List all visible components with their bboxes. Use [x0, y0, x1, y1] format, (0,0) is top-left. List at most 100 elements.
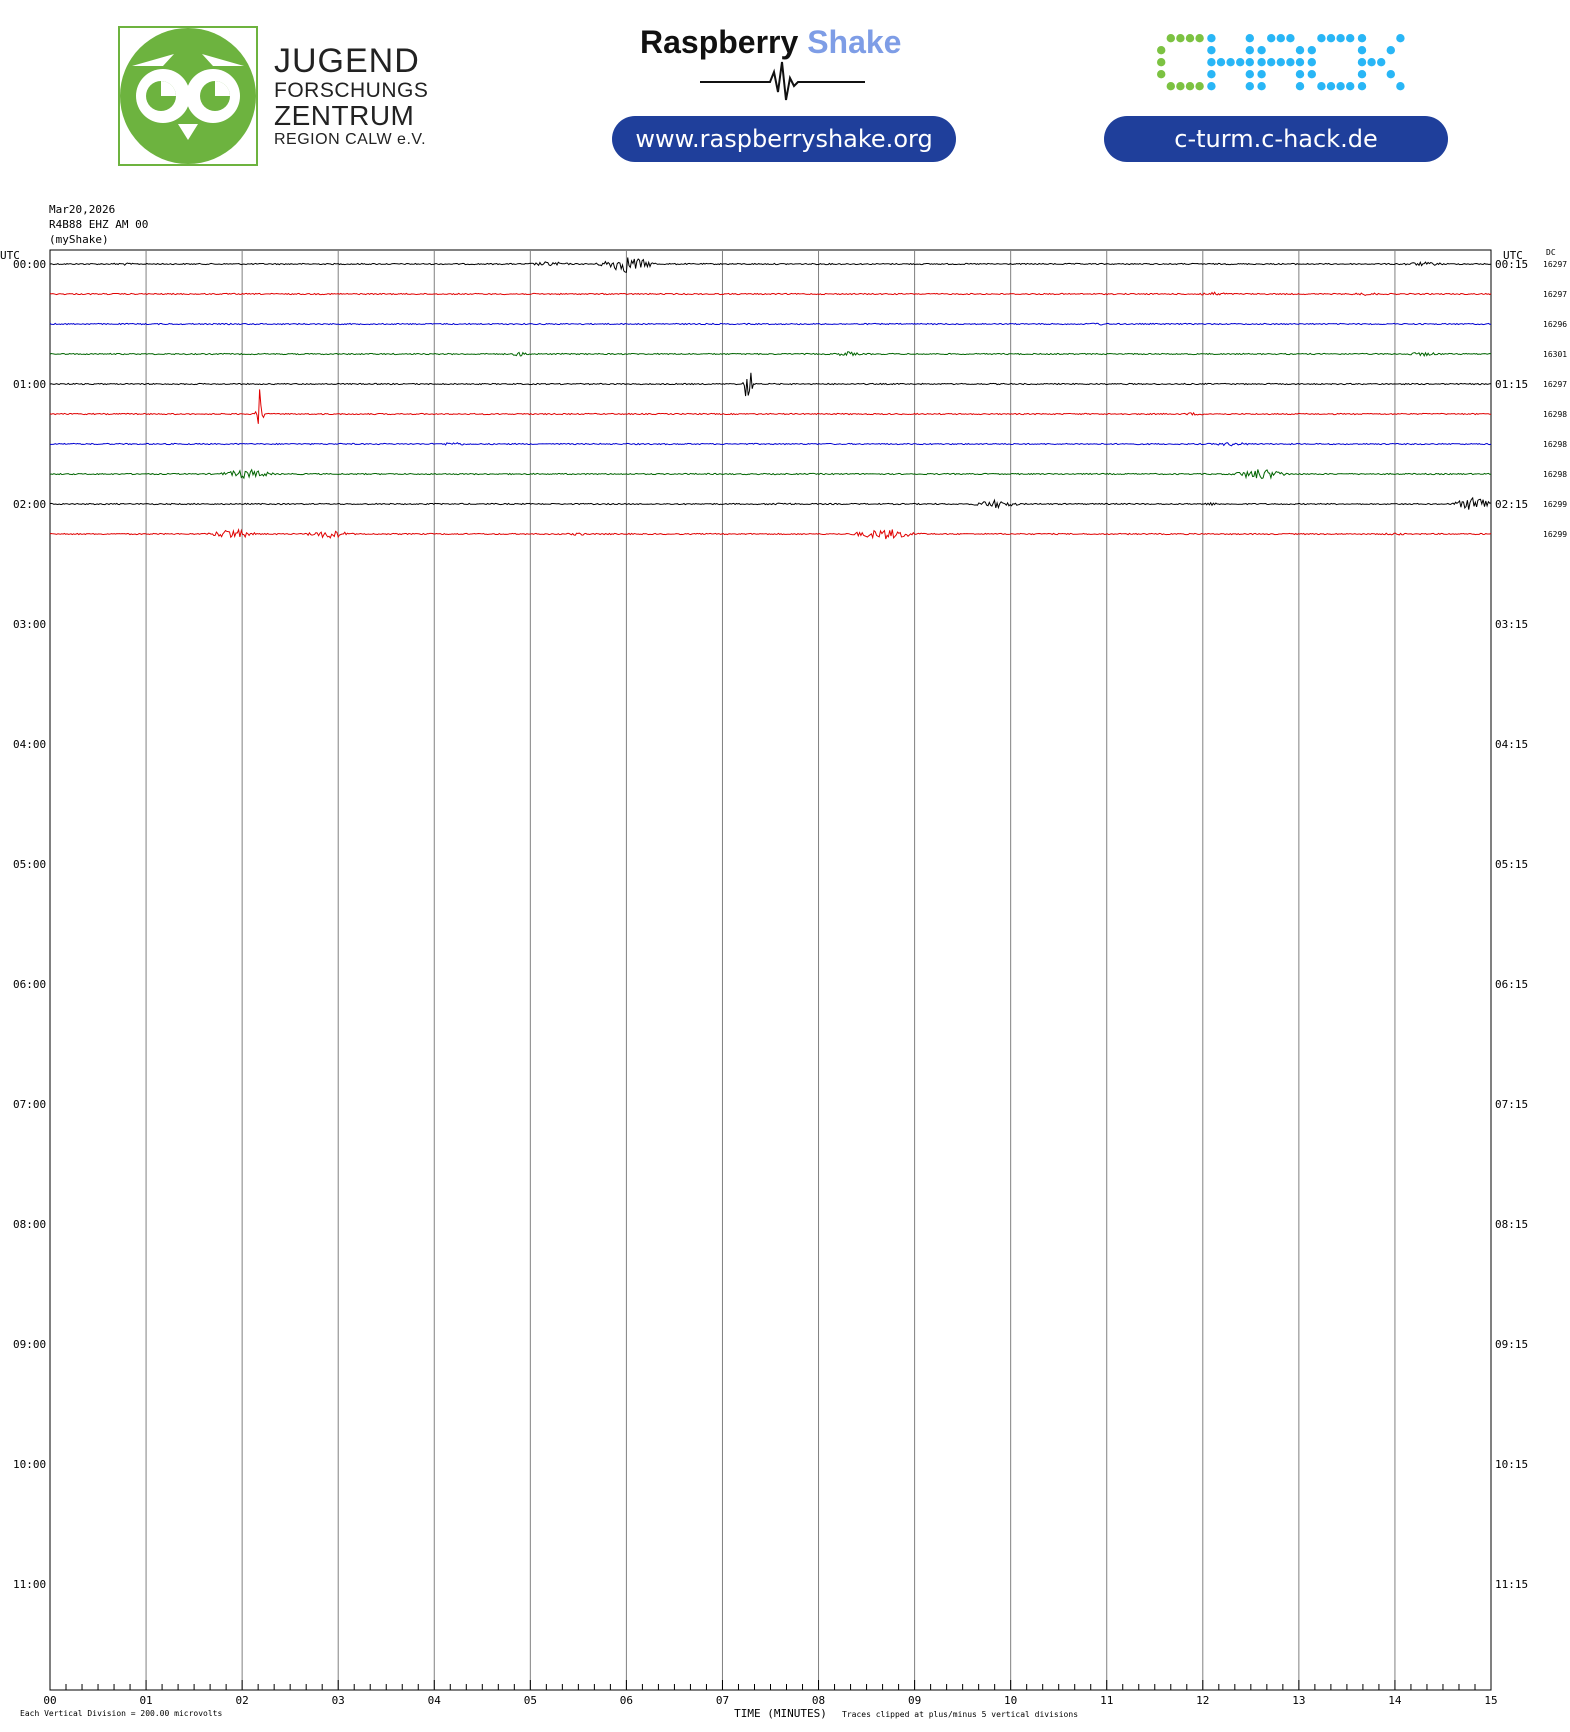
chack-logo-dot	[1307, 58, 1316, 67]
dc-label: DC	[1546, 248, 1556, 257]
chack-logo-dot	[1286, 34, 1295, 43]
dc-offset-label: 16298	[1543, 410, 1567, 419]
seismic-trace	[49, 389, 1492, 424]
vertical-division-note: Each Vertical Division = 200.00 microvol…	[20, 1709, 222, 1718]
chack-logo-dot	[1207, 46, 1216, 55]
chack-logo-dot	[1207, 82, 1216, 91]
x-tick-label: 03	[332, 1694, 345, 1707]
seismic-trace	[49, 468, 1491, 480]
left-hour-label: 02:00	[13, 498, 46, 511]
seismic-trace	[49, 372, 1491, 397]
left-hour-label: 05:00	[13, 858, 46, 871]
chack-logo-dot	[1295, 70, 1305, 79]
left-hour-label: 08:00	[13, 1218, 46, 1231]
chack-logo-dot	[1386, 46, 1395, 55]
left-hour-label: 00:00	[13, 258, 46, 271]
chack-logo-dot	[1396, 34, 1405, 43]
data-source: (myShake)	[49, 233, 109, 246]
chack-logo-dot	[1166, 82, 1175, 91]
chack-logo-dot	[1157, 70, 1166, 79]
chack-logo-dot	[1326, 34, 1336, 43]
chack-logo-dot	[1317, 34, 1326, 43]
x-tick-label: 11	[1100, 1694, 1113, 1707]
chack-logo-dot	[1245, 34, 1254, 43]
chack-logo-dot	[1157, 46, 1166, 55]
chack-logo-dot	[1377, 58, 1386, 67]
chack-logo-dot	[1176, 34, 1185, 43]
left-hour-label: 09:00	[13, 1338, 46, 1351]
station-info: Mar20,2026 R4B88 EHZ AM 00 (myShake)	[49, 202, 148, 247]
seismic-trace	[49, 496, 1492, 510]
seismic-trace	[49, 442, 1492, 447]
chack-logo-dot	[1367, 58, 1376, 67]
left-hour-label: 07:00	[13, 1098, 46, 1111]
left-hour-label: 06:00	[13, 978, 46, 991]
chack-logo-dot	[1336, 82, 1345, 91]
chack-logo-dot	[1245, 70, 1254, 79]
right-hour-label: 03:15	[1495, 618, 1528, 631]
jfz-line-1: JUGEND	[274, 42, 420, 80]
seismic-trace	[49, 351, 1492, 357]
right-hour-label: 11:15	[1495, 1578, 1528, 1591]
jfz-line-2: FORSCHUNGS	[274, 79, 429, 102]
chack-logo-dot	[1357, 82, 1367, 91]
right-hour-label: 04:15	[1495, 738, 1528, 751]
raspberryshake-url-link[interactable]: www.raspberryshake.org	[612, 116, 956, 162]
dc-offset-label: 16298	[1543, 470, 1567, 479]
chack-logo-dot	[1286, 58, 1295, 67]
right-hour-label: 02:15	[1495, 498, 1528, 511]
right-hour-label: 09:15	[1495, 1338, 1528, 1351]
chack-logo-dot	[1207, 70, 1216, 79]
right-hour-label: 01:15	[1495, 378, 1528, 391]
right-utc-label: UTC	[1503, 249, 1523, 262]
chack-logo-dot	[1195, 82, 1204, 91]
left-utc-label: UTC	[0, 249, 20, 262]
right-hour-label: 07:15	[1495, 1098, 1528, 1111]
dc-offset-label: 16297	[1543, 380, 1567, 389]
rs-word-1: Raspberry	[640, 24, 799, 60]
chack-logo-dot	[1386, 70, 1395, 79]
x-tick-label: 13	[1292, 1694, 1305, 1707]
x-tick-label: 10	[1004, 1694, 1017, 1707]
owl-icon	[118, 26, 258, 166]
chack-logo	[1157, 34, 1405, 91]
chack-logo-dot	[1245, 82, 1254, 91]
seismic-trace	[49, 528, 1492, 540]
chack-logo-dot	[1226, 58, 1235, 67]
x-tick-label: 15	[1484, 1694, 1497, 1707]
chack-logo-dot	[1257, 82, 1266, 91]
left-hour-label: 04:00	[13, 738, 46, 751]
chack-logo-dot	[1245, 46, 1254, 55]
left-hour-label: 03:00	[13, 618, 46, 631]
chack-logo-dot	[1357, 34, 1367, 43]
chack-url-link[interactable]: c-turm.c-hack.de	[1104, 116, 1448, 162]
x-tick-label: 05	[524, 1694, 537, 1707]
dc-offset-label: 16301	[1543, 350, 1567, 359]
left-hour-label: 01:00	[13, 378, 46, 391]
rs-word-2: Shake	[807, 24, 902, 60]
x-tick-label: 01	[139, 1694, 152, 1707]
chack-logo-dot	[1166, 34, 1175, 43]
dc-offset-label: 16299	[1543, 500, 1567, 509]
chack-logo-dot	[1257, 70, 1266, 79]
x-tick-label: 06	[620, 1694, 633, 1707]
chack-logo-dot	[1216, 58, 1226, 67]
seismic-wave-icon	[700, 61, 865, 101]
dc-offset-label: 16299	[1543, 530, 1567, 539]
seismic-trace	[49, 257, 1492, 273]
seismic-trace	[49, 322, 1491, 326]
right-hour-label: 10:15	[1495, 1458, 1528, 1471]
x-tick-label: 02	[236, 1694, 249, 1707]
x-tick-label: 14	[1388, 1694, 1402, 1707]
x-tick-label: 04	[428, 1694, 442, 1707]
chack-logo-dot	[1295, 82, 1305, 91]
dc-offset-label: 16298	[1543, 440, 1567, 449]
chack-logo-dot	[1276, 58, 1285, 67]
left-hour-label: 11:00	[13, 1578, 46, 1591]
jfz-logo: JUGEND FORSCHUNGS ZENTRUM REGION CALW e.…	[118, 26, 428, 166]
chack-logo-dot	[1245, 58, 1254, 67]
dc-offset-label: 16297	[1543, 290, 1567, 299]
chack-logo-dot	[1207, 34, 1216, 43]
dc-offset-label: 16296	[1543, 320, 1567, 329]
chack-logo-dot	[1346, 34, 1355, 43]
